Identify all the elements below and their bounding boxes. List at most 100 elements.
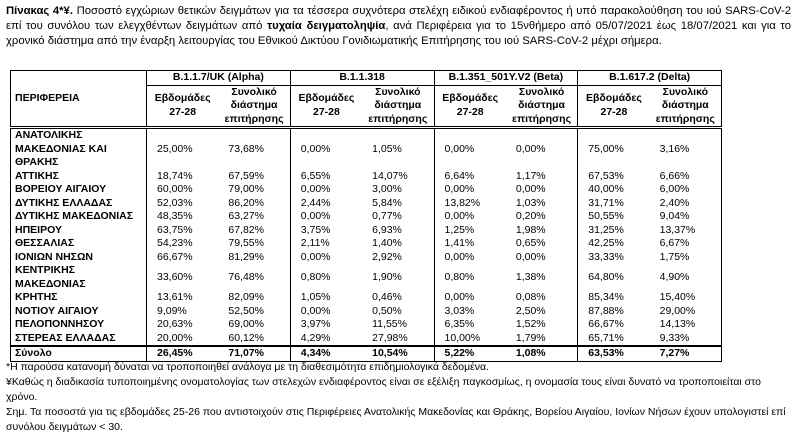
value-cell: 52,50%: [218, 304, 291, 318]
value-cell: 13,61%: [157, 291, 193, 303]
subheader: Εβδομάδες 27-28: [290, 85, 363, 129]
value-cell: 9,09%: [157, 304, 187, 317]
value-cell: 4,29%: [300, 331, 331, 344]
data-table: ΠΕΡΙΦΕΡΕΙΑ B.1.1.7/UK (Alpha) B.1.1.318 B.1…: [10, 70, 722, 362]
region-cell: ΑΝΑΤΟΛΙΚΗΣ ΜΑΚΕΔΟΝΙΑΣ ΚΑΙ ΘΡΑΚΗΣ: [10, 127, 147, 170]
value-cell: 1,41%: [444, 237, 475, 249]
value-cell: 50,55%: [588, 210, 624, 222]
value-cell: 1,08%: [505, 345, 579, 362]
table-row: ΘΕΣΣΑΛΙΑΣ 54,23% 79,55% 2,11% 1,40% 1,41% 0,65…: [10, 237, 722, 251]
table-row: ΚΡΗΤΗΣ 13,61% 82,09% 1,05% 0,46% 0,00% 0,08% 85…: [10, 291, 722, 305]
region-cell: ΚΡΗΤΗΣ: [10, 291, 147, 305]
value-cell: 48,35%: [157, 210, 193, 222]
value-cell: 0,00%: [505, 250, 579, 264]
value-cell: 2,40%: [649, 196, 722, 210]
caption-emphasis: τυχαία δειγματοληψία: [267, 20, 386, 32]
value-cell: 60,12%: [218, 331, 291, 346]
value-cell: 6,67%: [649, 237, 722, 251]
value-cell: 0,08%: [505, 291, 579, 305]
value-cell: 67,59%: [218, 169, 291, 183]
table-row: ΗΠΕΙΡΟΥ 63,75% 67,82% 3,75% 6,93% 1,25% 1,98% 3…: [10, 223, 722, 237]
caption-text: Ποσοστό εγχώριων θετικών δειγμάτων για τ…: [6, 5, 791, 32]
value-cell: 6,66%: [649, 169, 722, 183]
region-cell: ΝΟΤΙΟΥ ΑΙΓΑΙΟΥ: [10, 304, 147, 318]
region-cell: ΘΕΣΣΑΛΙΑΣ: [10, 237, 147, 251]
value-cell: 7,27%: [649, 345, 722, 362]
value-cell: 0,80%: [300, 270, 331, 283]
value-cell: 11,55%: [362, 318, 435, 332]
value-cell: 52,03%: [157, 196, 193, 209]
note: ¥Καθώς η διαδικασία τυποποιημένης ονοματ…: [6, 376, 761, 403]
value-cell: 18,74%: [157, 169, 193, 182]
value-cell: 13,37%: [649, 223, 722, 237]
value-cell: 0,50%: [362, 304, 435, 318]
region-cell: ΒΟΡΕΙΟΥ ΑΙΓΑΙΟΥ: [10, 183, 147, 197]
value-cell: 33,33%: [588, 250, 624, 263]
value-cell: 0,00%: [444, 291, 475, 303]
value-cell: 79,55%: [218, 237, 291, 251]
value-cell: 86,20%: [218, 196, 291, 210]
value-cell: 4,90%: [649, 264, 722, 291]
value-cell: 3,75%: [300, 223, 331, 236]
variant-header: B.1.1.318: [289, 70, 435, 86]
value-cell: 1,03%: [505, 196, 579, 210]
note: Σημ. Τα ποσοστά για τις εβδομάδες 25-26 …: [6, 406, 786, 433]
value-cell: 31,71%: [588, 196, 624, 209]
value-cell: 67,53%: [588, 169, 624, 182]
value-cell: 9,04%: [649, 210, 722, 224]
value-cell: 0,00%: [300, 210, 331, 222]
value-cell: 85,34%: [588, 291, 624, 303]
value-cell: 0,46%: [362, 291, 435, 305]
region-cell: ΑΤΤΙΚΗΣ: [10, 169, 147, 183]
value-cell: 1,38%: [505, 264, 579, 291]
value-cell: 6,35%: [444, 318, 475, 330]
value-cell: 25,00%: [157, 142, 193, 155]
value-cell: 15,40%: [649, 291, 722, 305]
value-cell: 6,93%: [362, 223, 435, 237]
notes: *Η παρούσα κατανομή δύναται να τροποποιη…: [6, 360, 791, 435]
region-header: ΠΕΡΙΦΕΡΕΙΑ: [10, 70, 147, 129]
value-cell: 82,09%: [218, 291, 291, 305]
value-cell: 1,05%: [362, 127, 435, 170]
value-cell: 69,00%: [218, 318, 291, 332]
value-cell: 13,82%: [444, 196, 481, 209]
value-cell: 81,29%: [218, 250, 291, 264]
value-cell: 0,00%: [300, 142, 331, 155]
region-cell: ΠΕΛΟΠΟΝΝΗΣΟΥ: [10, 318, 147, 332]
value-cell: 1,52%: [505, 318, 579, 332]
table-row: ΠΕΛΟΠΟΝΝΗΣΟΥ 20,63% 69,00% 3,97% 11,55% 6,35%…: [10, 318, 722, 332]
value-cell: 0,00%: [300, 250, 331, 263]
value-cell: 26,45%: [146, 345, 219, 362]
value-cell: 60,00%: [157, 183, 193, 195]
subheader: Συνολικό διάστημα επιτήρησης: [218, 85, 291, 129]
value-cell: 14,13%: [649, 318, 722, 332]
value-cell: 20,00%: [157, 331, 193, 344]
value-cell: 14,07%: [362, 169, 435, 183]
value-cell: 0,65%: [505, 237, 579, 251]
value-cell: 73,68%: [218, 127, 291, 170]
value-cell: 64,80%: [588, 270, 624, 283]
value-cell: 27,98%: [362, 331, 435, 346]
value-cell: 31,25%: [588, 223, 624, 236]
region-cell: ΙΟΝΙΩΝ ΝΗΣΩΝ: [10, 250, 147, 264]
value-cell: 20,63%: [157, 318, 193, 330]
value-cell: 5,84%: [362, 196, 435, 210]
region-cell: ΔΥΤΙΚΗΣ ΕΛΛΑΔΑΣ: [10, 196, 147, 210]
value-cell: 0,80%: [444, 270, 475, 283]
region-cell: Σύνολο: [10, 345, 147, 362]
subheader: Εβδομάδες 27-28: [434, 85, 506, 129]
value-cell: 9,33%: [649, 331, 722, 346]
value-cell: 2,11%: [300, 237, 330, 249]
table-row: ΙΟΝΙΩΝ ΝΗΣΩΝ 66,67% 81,29% 0,00% 2,92% 0,00% 0…: [10, 250, 722, 264]
variant-header: B.1.351_501Y.V2 (Beta): [433, 70, 579, 86]
value-cell: 2,92%: [362, 250, 435, 264]
value-cell: 3,03%: [444, 304, 475, 317]
variant-header: B.1.1.7/UK (Alpha): [146, 70, 291, 86]
value-cell: 0,00%: [444, 142, 475, 155]
value-cell: 0,00%: [505, 183, 579, 197]
value-cell: 1,40%: [362, 237, 435, 251]
value-cell: 3,16%: [649, 127, 722, 170]
value-cell: 0,00%: [505, 127, 579, 170]
value-cell: 0,00%: [300, 304, 331, 317]
